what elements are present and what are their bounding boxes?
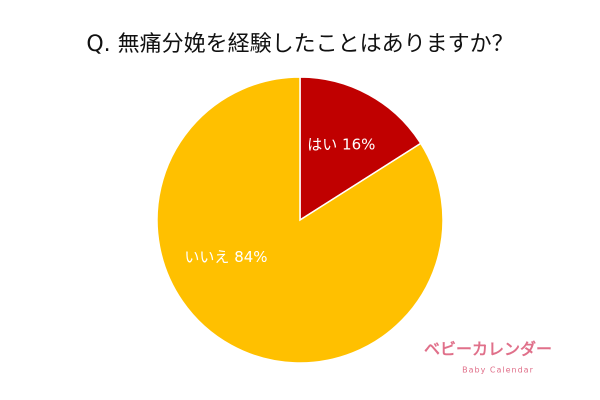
logo-subtext: Baby Calendar [462, 366, 534, 375]
pie-slice [156, 76, 444, 364]
data-label: いいえ 84% [184, 248, 267, 266]
pie-slice [299, 76, 422, 222]
logo: ベビーカレンダー [424, 340, 552, 359]
chart-title: Q. 無痛分娩を経験したことはありますか？ [86, 32, 513, 57]
data-label: はい 16% [307, 135, 375, 153]
